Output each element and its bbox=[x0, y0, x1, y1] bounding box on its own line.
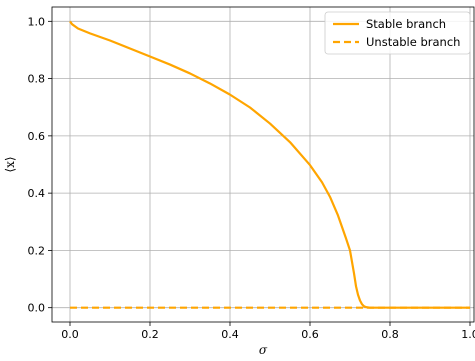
y-axis-label: ⟨x⟩ bbox=[3, 156, 17, 172]
x-tick-label: 0.4 bbox=[221, 328, 239, 341]
x-tick-label: 1.0 bbox=[461, 328, 475, 341]
x-tick-label: 0.2 bbox=[141, 328, 159, 341]
y-tick-label: 0.0 bbox=[28, 302, 46, 315]
legend: Stable branch Unstable branch bbox=[325, 12, 470, 54]
stable-branch-line bbox=[70, 21, 470, 307]
legend-label: Unstable branch bbox=[366, 35, 460, 49]
x-tick-label: 0.8 bbox=[381, 328, 399, 341]
y-tick-label: 0.4 bbox=[28, 187, 46, 200]
series-layer bbox=[70, 21, 470, 307]
x-axis-label: σ bbox=[259, 343, 268, 357]
y-tick-label: 0.8 bbox=[28, 73, 46, 86]
y-tick-label: 1.0 bbox=[28, 15, 46, 28]
legend-label: Stable branch bbox=[366, 17, 446, 31]
y-tick-label: 0.6 bbox=[28, 130, 46, 143]
y-tick-label: 0.2 bbox=[28, 244, 46, 257]
ticks: 0.0 0.2 0.4 0.6 0.8 1.0 0.0 0.2 0.4 0.6 0.8 1.0 bbox=[28, 15, 475, 341]
x-tick-label: 0.0 bbox=[61, 328, 79, 341]
x-tick-label: 0.6 bbox=[301, 328, 319, 341]
